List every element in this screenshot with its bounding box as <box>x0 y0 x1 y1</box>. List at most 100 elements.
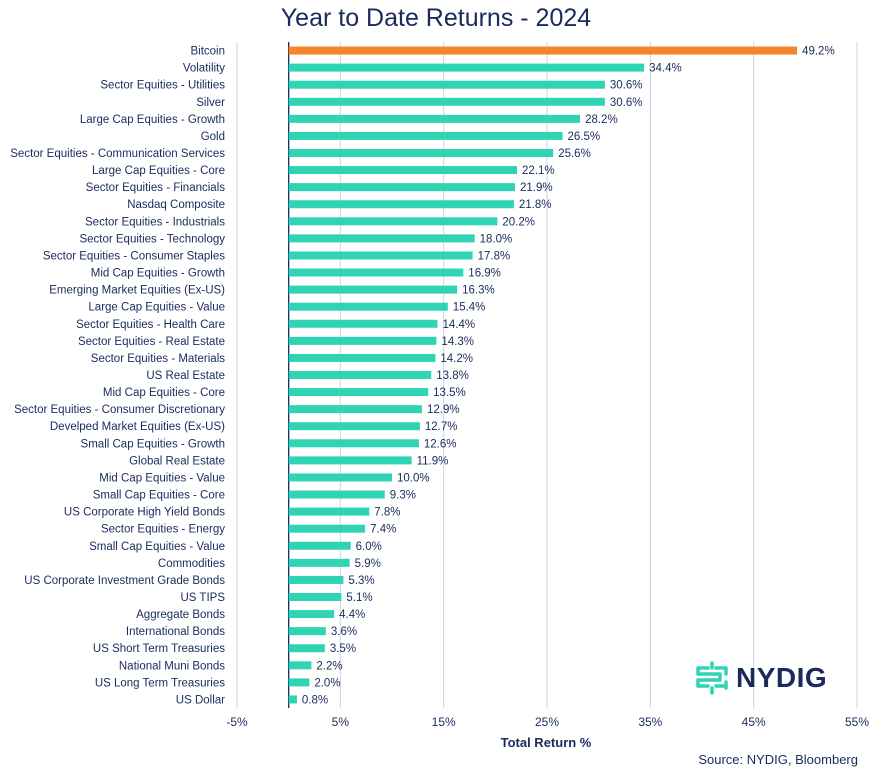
bar <box>288 131 563 140</box>
bar <box>288 217 498 226</box>
value-label: 2.2% <box>316 660 342 672</box>
value-label: 22.1% <box>522 165 555 177</box>
category-label: Aggregate Bonds <box>136 609 225 621</box>
category-label: Sector Equities - Health Care <box>76 319 225 331</box>
value-label: 3.6% <box>331 626 357 638</box>
category-label: Sector Equities - Real Estate <box>78 336 225 348</box>
category-label: Nasdaq Composite <box>127 199 225 211</box>
value-label: 14.2% <box>440 353 473 365</box>
value-label: 21.9% <box>520 182 553 194</box>
category-label: Small Cap Equities - Growth <box>81 438 225 450</box>
bar <box>288 507 370 516</box>
category-label: Small Cap Equities - Value <box>89 541 225 553</box>
bar <box>288 114 581 123</box>
value-label: 20.2% <box>502 216 535 228</box>
category-label: Large Cap Equities - Growth <box>80 114 225 126</box>
category-label: Commodities <box>158 558 225 570</box>
value-label: 0.8% <box>302 694 328 706</box>
value-label: 49.2% <box>802 46 835 58</box>
bar <box>288 695 297 704</box>
category-label: Bitcoin <box>190 46 225 58</box>
x-tick-label: 5% <box>332 715 350 729</box>
category-label: National Muni Bonds <box>119 660 225 672</box>
value-label: 30.6% <box>610 97 643 109</box>
category-label: Mid Cap Equities - Value <box>99 472 225 484</box>
value-label: 34.4% <box>649 63 682 75</box>
bar <box>288 46 798 55</box>
x-tick-labels: -5% 5% 15% 25% 35% 45% 55% <box>226 715 869 729</box>
x-tick-label: 15% <box>432 715 456 729</box>
category-label: Sector Equities - Technology <box>79 233 225 245</box>
chart-title: Year to Date Returns - 2024 <box>280 4 592 32</box>
bar <box>288 490 385 499</box>
category-label: Mid Cap Equities - Growth <box>91 268 225 280</box>
value-label: 6.0% <box>356 541 382 553</box>
bar <box>288 63 645 72</box>
category-label: Small Cap Equities - Core <box>93 490 225 502</box>
x-tick-label: 45% <box>742 715 766 729</box>
bar <box>288 371 432 379</box>
value-label: 12.7% <box>425 421 458 433</box>
value-label: 15.4% <box>453 302 486 314</box>
bar <box>288 473 392 482</box>
value-label: 12.9% <box>427 404 460 416</box>
bar <box>288 610 335 619</box>
bar <box>288 200 514 209</box>
value-label: 7.8% <box>374 507 400 519</box>
bar <box>288 456 412 465</box>
value-label: 7.4% <box>370 524 396 536</box>
bar <box>288 524 366 533</box>
category-label: Large Cap Equities - Core <box>92 165 225 177</box>
bar <box>288 80 605 89</box>
bar <box>288 234 475 243</box>
value-label: 17.8% <box>478 250 511 262</box>
value-label: 21.8% <box>519 199 552 211</box>
category-label: Sector Equities - Industrials <box>85 216 225 228</box>
category-label: Develped Market Equities (Ex-US) <box>50 421 225 433</box>
category-label: US Real Estate <box>146 370 225 382</box>
category-label: Large Cap Equities - Value <box>88 302 225 314</box>
category-label: US Dollar <box>176 694 225 706</box>
category-label: US Short Term Treasuries <box>93 643 225 655</box>
value-label: 16.9% <box>468 268 501 280</box>
value-label: 5.1% <box>346 592 372 604</box>
x-axis-label: Total Return % <box>501 735 592 750</box>
category-label: US Long Term Treasuries <box>95 677 225 689</box>
category-label: Sector Equities - Materials <box>91 353 225 365</box>
value-label: 16.3% <box>462 285 495 297</box>
bar <box>288 336 437 345</box>
value-label: 3.5% <box>330 643 356 655</box>
bar <box>288 422 420 431</box>
value-label: 9.3% <box>390 490 416 502</box>
bar <box>288 149 554 157</box>
category-label: Sector Equities - Consumer Staples <box>43 250 225 262</box>
bar <box>288 97 605 106</box>
value-label: 13.8% <box>436 370 469 382</box>
bar <box>288 251 473 260</box>
category-label: Volatility <box>183 63 225 75</box>
value-label: 12.6% <box>424 438 457 450</box>
bar <box>288 302 448 311</box>
value-label: 13.5% <box>433 387 466 399</box>
category-label: Silver <box>196 97 225 109</box>
category-label: US Corporate Investment Grade Bonds <box>24 575 225 587</box>
value-label: 14.4% <box>442 319 475 331</box>
value-label: 5.9% <box>355 558 381 570</box>
category-label: Emerging Market Equities (Ex-US) <box>49 285 225 297</box>
bar <box>288 627 326 636</box>
category-label: Global Real Estate <box>129 455 225 467</box>
bar <box>288 558 350 567</box>
value-labels: 49.2% 34.4% 30.6% 30.6% 28.2% 26.5% 25.6%22.1%… <box>302 46 835 707</box>
value-label: 5.3% <box>348 575 374 587</box>
bar <box>288 285 458 294</box>
category-label: Sector Equities - Financials <box>86 182 226 194</box>
category-label: International Bonds <box>126 626 225 638</box>
bar <box>288 268 464 277</box>
category-label: Sector Equities - Energy <box>101 524 225 536</box>
value-label: 18.0% <box>480 233 513 245</box>
value-label: 28.2% <box>585 114 618 126</box>
bar <box>288 405 422 414</box>
nydig-logo-text: NYDIG <box>736 662 828 693</box>
x-tick-label: 25% <box>535 715 559 729</box>
category-label: Sector Equities - Utilities <box>100 80 225 92</box>
